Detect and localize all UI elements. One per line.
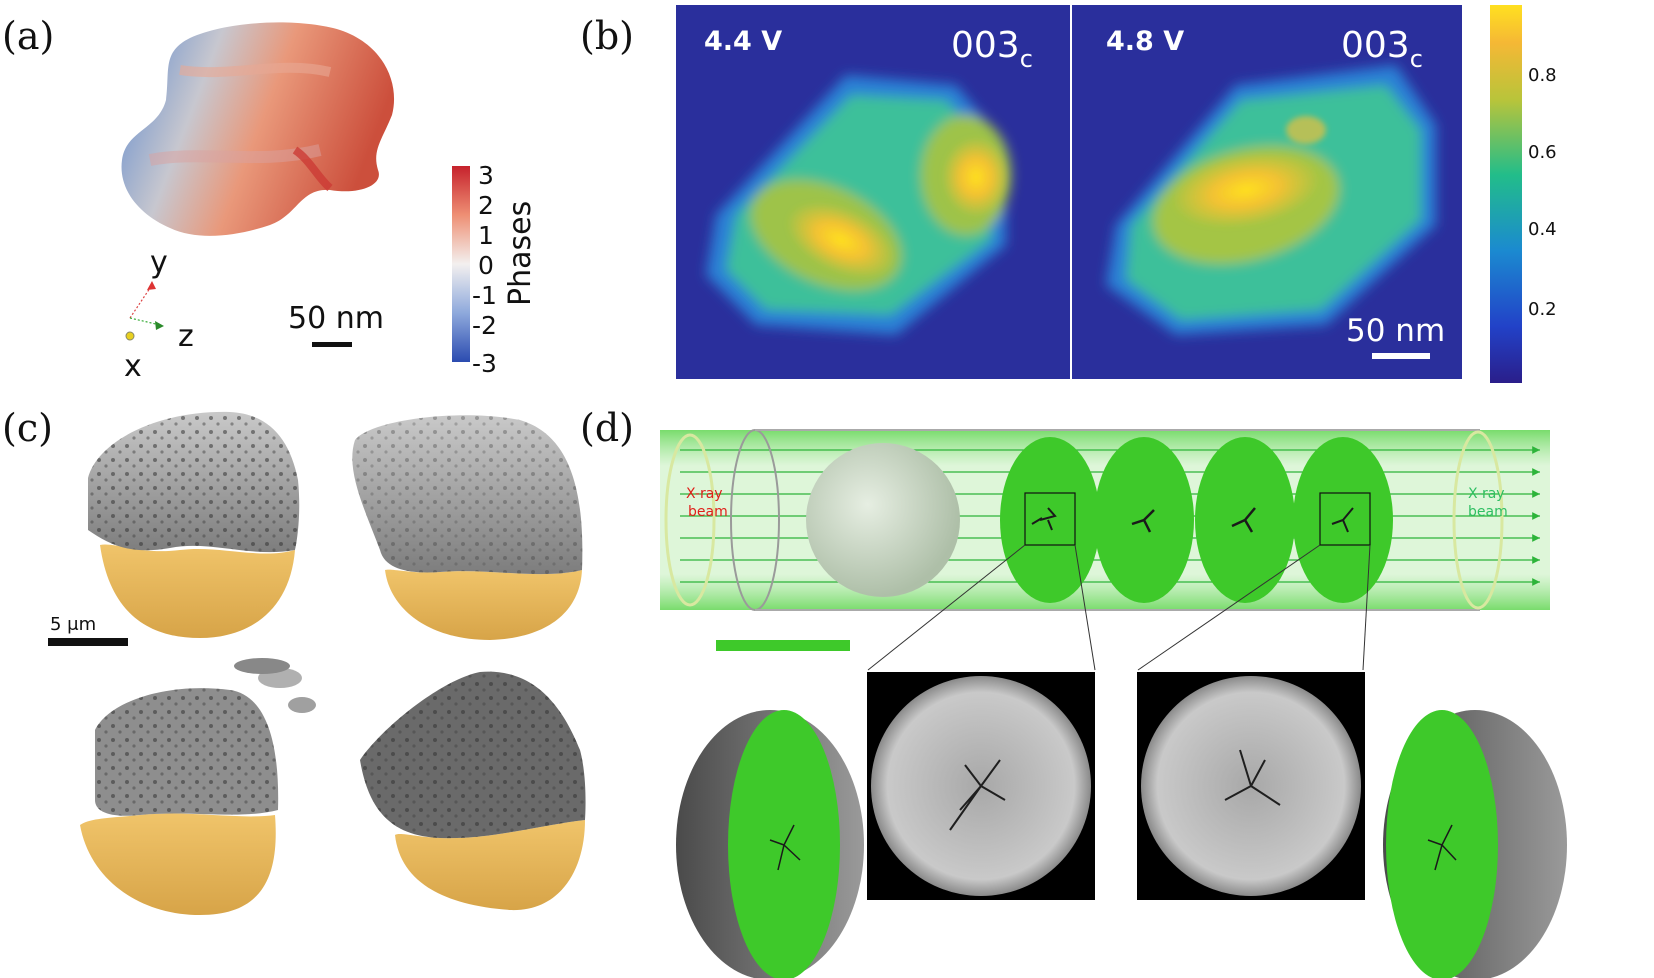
intensity-colorbar <box>1490 5 1522 383</box>
beam-out-label-2: beam <box>1468 504 1508 520</box>
panel-b-scale-label: 50 nm <box>1346 313 1445 349</box>
voltage-label-right: 4.8 V <box>1106 26 1184 57</box>
panel-c-scale-bar <box>48 638 128 646</box>
axis-label-x: x <box>124 349 142 384</box>
phase-tick: 2 <box>478 191 494 220</box>
intensity-tick: 0.2 <box>1528 299 1557 320</box>
slice-1 <box>1000 437 1100 603</box>
slice-4 <box>1293 437 1393 603</box>
intensity-tick: 0.4 <box>1528 219 1557 240</box>
slice-3 <box>1195 437 1295 603</box>
slice-2 <box>1094 437 1194 603</box>
beam-exit-ring <box>1452 430 1504 610</box>
particle-3d-2 <box>352 415 583 640</box>
beam-out-label-1: X-ray <box>1468 486 1505 502</box>
phase-colorbar <box>452 166 470 362</box>
intensity-tick: 0.6 <box>1528 142 1557 163</box>
beam-entry-ring <box>664 433 716 607</box>
panel-a-scale-bar <box>312 342 352 347</box>
phase-tick: 3 <box>478 161 494 190</box>
panel-d-figure: X-ray beam X-ray beam <box>660 429 1567 978</box>
half-sphere-right <box>1383 710 1567 978</box>
panel-a-scale-label: 50 nm <box>288 301 384 336</box>
intensity-colorbar-ticks: 0.8 0.6 0.4 0.2 <box>1528 65 1557 320</box>
panel-d-label: (d) <box>580 406 634 450</box>
reflection-sub-right: c <box>1410 45 1423 73</box>
ct-slice-2 <box>1137 672 1365 900</box>
panel-d-scale-bar <box>716 640 850 651</box>
phase-tick: -2 <box>472 311 497 340</box>
particle-3d-3 <box>80 658 316 915</box>
phase-tick: 0 <box>478 251 494 280</box>
panel-b-scale-bar <box>1372 353 1430 359</box>
phase-particle <box>121 22 395 236</box>
svg-text:003c: 003c <box>1341 25 1423 73</box>
phase-tick: 1 <box>478 221 494 250</box>
panel-b-figure: 4.4 V 4.8 V 003c 003c 50 nm 0.8 0.6 0.4 … <box>676 5 1557 383</box>
beam-in-label-2: beam <box>688 504 728 520</box>
intensity-tick: 0.8 <box>1528 65 1557 86</box>
sample-sphere <box>806 443 960 597</box>
phase-colorbar-ticks: 3 2 1 0 -1 -2 -3 <box>472 161 497 378</box>
voltage-label-left: 4.4 V <box>704 26 782 57</box>
reflection-label-right: 003 <box>1341 25 1410 66</box>
half-sphere-left <box>676 710 864 978</box>
phase-tick: -1 <box>472 281 497 310</box>
reflection-label-left: 003 <box>951 25 1020 66</box>
svg-text:003c: 003c <box>951 25 1033 73</box>
panel-c-label: (c) <box>2 406 53 450</box>
beam-in-label-1: X-ray <box>686 486 723 502</box>
panel-c-scale-label: 5 μm <box>50 614 96 635</box>
panel-b-label: (b) <box>580 14 634 58</box>
axis-label-z: z <box>178 319 194 354</box>
panel-a-figure: y z x 50 nm 3 2 1 0 -1 -2 -3 Phases <box>121 22 538 384</box>
panel-a-label: (a) <box>2 14 55 58</box>
particle-3d-4 <box>360 671 586 911</box>
reflection-sub-left: c <box>1020 45 1033 73</box>
axes-triad: y z x <box>124 245 194 384</box>
panel-c-figure: 5 μm <box>48 411 586 915</box>
ct-slice-1 <box>867 672 1095 900</box>
axis-label-y: y <box>150 245 168 280</box>
phase-tick: -3 <box>472 349 497 378</box>
phase-colorbar-title: Phases <box>503 201 538 306</box>
particle-3d-1 <box>88 411 300 638</box>
